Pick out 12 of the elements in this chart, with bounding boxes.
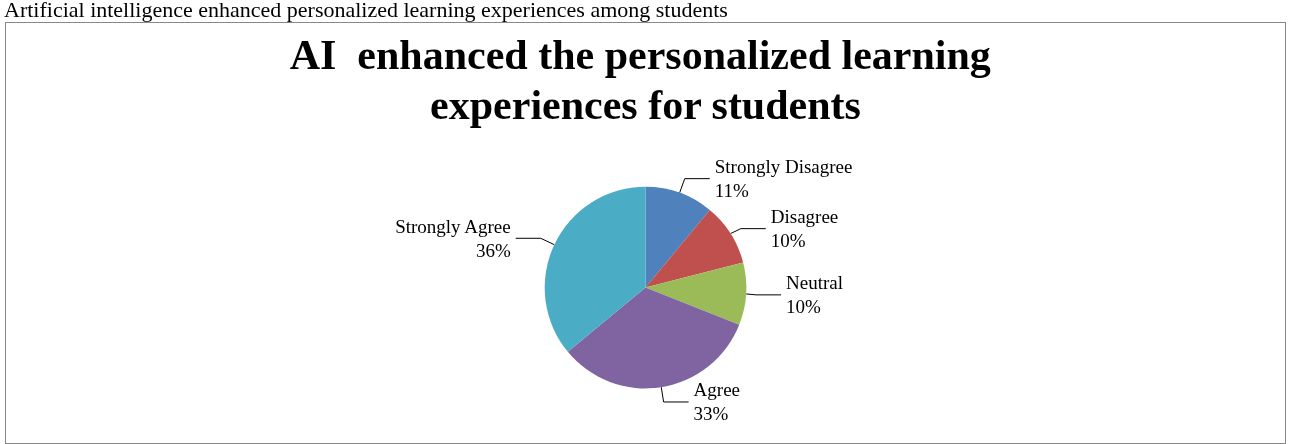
slice-label: Agree: [693, 379, 741, 401]
data-label: 33%: [693, 403, 729, 425]
chart-title: AI enhanced the personalized learning experiences for students: [289, 32, 1002, 128]
slice-label: Disagree: [770, 206, 839, 228]
data-label: 10%: [786, 296, 822, 318]
data-label: 11%: [714, 180, 750, 202]
data-label: 36%: [475, 239, 511, 261]
slice-label: Strongly Agree: [395, 215, 511, 237]
data-label: 10%: [770, 230, 806, 252]
slice-label: Neutral: [786, 272, 844, 294]
text: Artificial intelligence enhanced personalized learning experiences among students: [4, 0, 728, 23]
slice-label: Strongly Disagree: [714, 156, 853, 178]
